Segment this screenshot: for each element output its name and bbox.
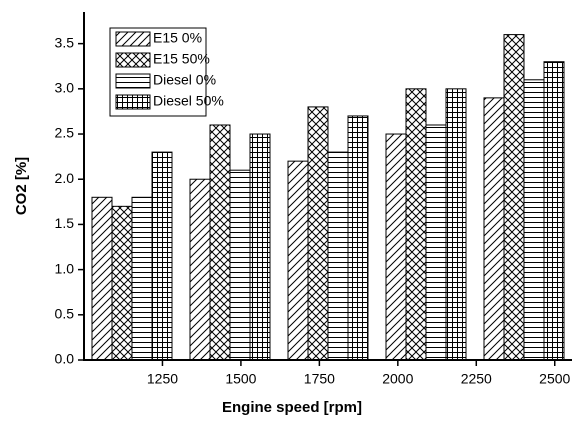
x-axis-label: Engine speed [rpm] [222, 399, 362, 416]
bar [91, 196, 113, 361]
axes [83, 12, 572, 361]
x-tick-label: 1500 [225, 371, 256, 387]
legend-label: E15 50% [153, 51, 210, 67]
y-tick-label: 0.5 [55, 306, 75, 322]
x-tick-label: 2250 [461, 371, 492, 387]
bar [543, 61, 565, 361]
bar [229, 169, 251, 361]
bar [249, 133, 271, 361]
y-tick-label: 2.0 [55, 170, 75, 186]
legend-label: Diesel 0% [153, 72, 216, 88]
bar [385, 133, 407, 361]
x-tick-label: 2000 [382, 371, 413, 387]
y-tick-label: 0.0 [55, 351, 75, 367]
x-tick-label: 1750 [304, 371, 335, 387]
y-tick-label: 3.5 [55, 34, 75, 50]
legend-swatch [115, 94, 151, 110]
bar [483, 97, 505, 361]
bar [189, 178, 211, 361]
bar [405, 88, 427, 361]
y-tick-label: 2.5 [55, 125, 75, 141]
y-axis-label: CO2 [%] [13, 157, 30, 215]
y-tick-label: 1.0 [55, 260, 75, 276]
legend-swatch [115, 31, 151, 47]
bar [287, 160, 309, 361]
bar [445, 88, 467, 361]
bar [425, 124, 447, 361]
legend-label: E15 0% [153, 30, 202, 46]
y-tick-label: 3.0 [55, 80, 75, 96]
bar [209, 124, 231, 361]
bar [503, 34, 525, 361]
bar [523, 79, 545, 361]
y-tick-label: 1.5 [55, 215, 75, 231]
bar [327, 151, 349, 361]
bar [307, 106, 329, 361]
legend-label: Diesel 50% [153, 93, 224, 109]
bar [151, 151, 173, 361]
x-tick-label: 1250 [147, 371, 178, 387]
bar [347, 115, 369, 361]
x-tick-label: 2500 [539, 371, 570, 387]
bar [111, 205, 133, 361]
legend-swatch [115, 52, 151, 68]
bar [131, 196, 153, 361]
legend-swatch [115, 73, 151, 89]
